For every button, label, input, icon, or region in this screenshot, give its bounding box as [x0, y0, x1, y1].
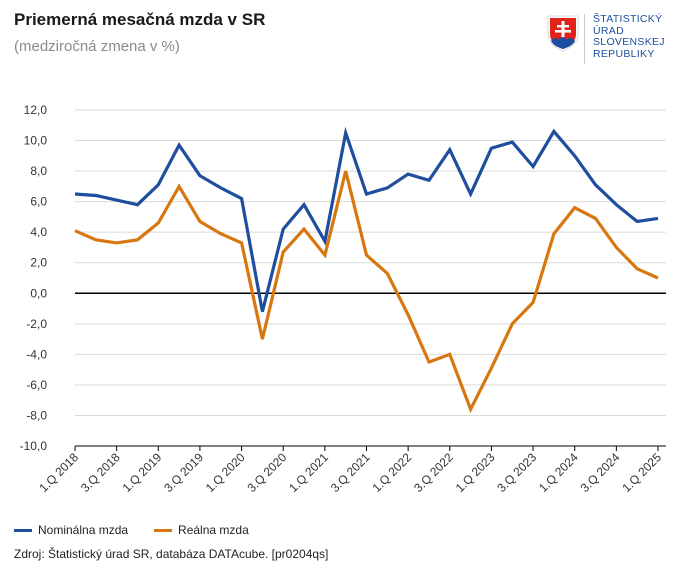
legend-item-real: Reálna mzda	[154, 523, 249, 537]
y-tick-label: 6,0	[30, 195, 47, 209]
x-tick-label: 1.Q 2023	[453, 450, 498, 495]
y-tick-label: 0,0	[30, 286, 47, 300]
chart-subtitle: (medziročná zmena v %)	[14, 38, 180, 55]
y-tick-label: 2,0	[30, 256, 47, 270]
logo-text: ŠTATISTICKÝ ÚRAD SLOVENSKEJ REPUBLIKY	[593, 13, 665, 60]
y-tick-label: 12,0	[24, 103, 48, 117]
logo-line-2: ÚRAD	[593, 24, 624, 37]
logo-line-1: ŠTATISTICKÝ	[593, 13, 663, 25]
y-tick-label: -2,0	[26, 317, 47, 331]
logo-line-4: REPUBLIKY	[593, 47, 655, 60]
source-note: Zdroj: Štatistický úrad SR, databáza DAT…	[14, 547, 329, 561]
x-tick-label: 1.Q 2018	[36, 450, 81, 495]
series-line-real	[74, 170, 659, 414]
x-tick-label: 3.Q 2022	[411, 450, 456, 495]
x-tick-label: 3.Q 2024	[578, 450, 623, 495]
x-tick-label: 3.Q 2019	[161, 450, 206, 495]
coat-of-arms-icon	[547, 15, 579, 52]
x-tick-label: 1.Q 2020	[203, 450, 248, 495]
y-tick-label: -4,0	[26, 347, 47, 361]
y-tick-label: 8,0	[30, 164, 47, 178]
x-tick-label: 1.Q 2019	[120, 450, 165, 495]
statistical-office-logo: ŠTATISTICKÝ ÚRAD SLOVENSKEJ REPUBLIKY	[546, 13, 666, 64]
x-tick-label: 3.Q 2021	[328, 450, 373, 495]
legend-label-real: Reálna mzda	[178, 523, 249, 537]
logo-line-3: SLOVENSKEJ	[593, 36, 665, 48]
legend-label-nominal: Nominálna mzda	[38, 523, 129, 537]
x-tick-label: 1.Q 2025	[619, 450, 664, 495]
x-tick-label: 3.Q 2018	[78, 450, 123, 495]
legend-swatch-real	[154, 528, 173, 532]
chart-title: Priemerná mesačná mzda v SR	[14, 10, 266, 29]
logo-divider	[584, 14, 585, 64]
y-tick-label: -6,0	[26, 378, 47, 392]
legend: Nominálna mzda Reálna mzda	[14, 523, 275, 537]
y-tick-label: 10,0	[24, 134, 48, 148]
x-tick-label: 3.Q 2023	[494, 450, 539, 495]
y-tick-label: -8,0	[26, 408, 47, 422]
x-tick-label: 1.Q 2022	[369, 450, 414, 495]
series-line-nominal	[74, 126, 659, 312]
x-tick-label: 1.Q 2021	[286, 450, 331, 495]
y-tick-label: -10,0	[20, 439, 48, 453]
x-tick-label: 1.Q 2024	[536, 450, 581, 495]
legend-swatch-nominal	[14, 528, 32, 532]
legend-item-nominal: Nominálna mzda	[14, 523, 128, 537]
x-tick-label: 3.Q 2020	[245, 450, 290, 495]
y-tick-label: 4,0	[30, 225, 47, 239]
line-chart: 12,0 10,0 8,0 6,0 4,0 2,0 0,0 -2,0 -4,0 -6,0 -8,0 -…	[20, 103, 666, 495]
